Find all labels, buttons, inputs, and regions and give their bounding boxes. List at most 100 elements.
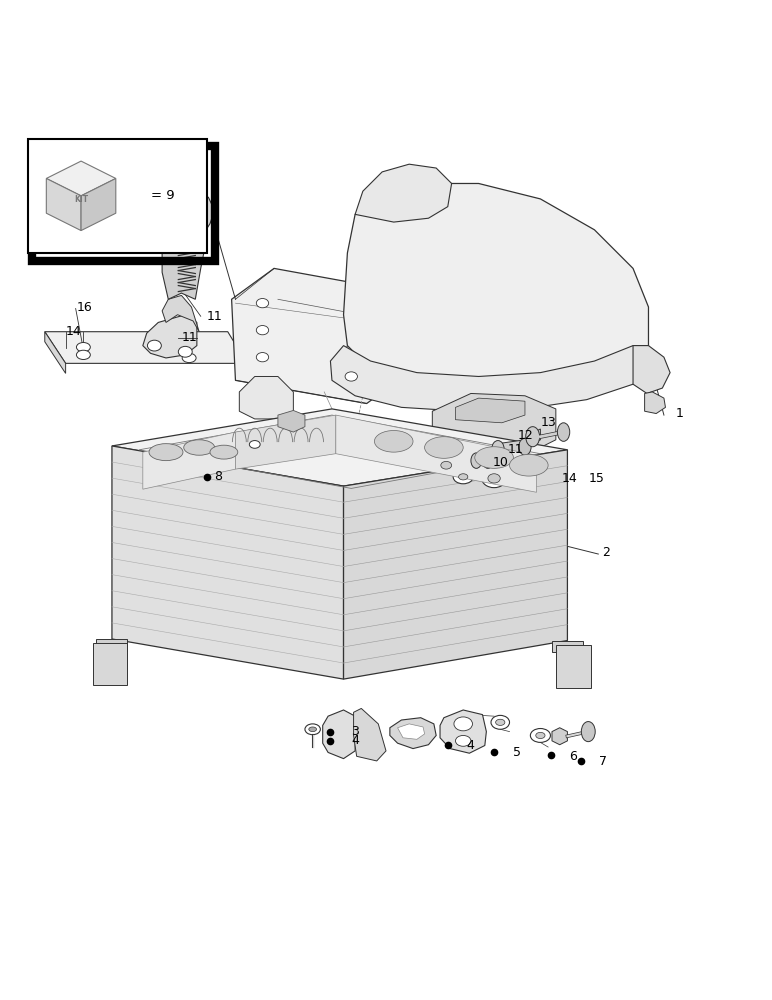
Ellipse shape xyxy=(492,441,504,458)
Ellipse shape xyxy=(475,447,513,468)
Ellipse shape xyxy=(491,715,510,729)
Polygon shape xyxy=(355,164,452,222)
Text: 15: 15 xyxy=(151,217,167,230)
Polygon shape xyxy=(112,446,344,679)
Polygon shape xyxy=(162,191,215,236)
Text: 7: 7 xyxy=(599,755,607,768)
Polygon shape xyxy=(344,183,648,392)
Polygon shape xyxy=(235,415,336,469)
Text: 2: 2 xyxy=(602,546,610,559)
Polygon shape xyxy=(112,409,567,486)
Text: 11: 11 xyxy=(181,331,197,344)
Polygon shape xyxy=(239,376,293,419)
Ellipse shape xyxy=(249,441,260,448)
Text: 3: 3 xyxy=(351,725,359,738)
Polygon shape xyxy=(162,295,199,332)
Ellipse shape xyxy=(557,423,570,441)
Text: = 9: = 9 xyxy=(151,189,174,202)
Ellipse shape xyxy=(482,469,506,488)
Ellipse shape xyxy=(76,343,90,352)
Bar xyxy=(32,146,215,261)
Polygon shape xyxy=(143,432,235,489)
Polygon shape xyxy=(323,710,355,759)
Text: 11: 11 xyxy=(207,310,222,323)
Polygon shape xyxy=(96,639,127,651)
Polygon shape xyxy=(143,315,197,358)
Text: 12: 12 xyxy=(517,429,533,442)
Ellipse shape xyxy=(454,717,472,731)
Polygon shape xyxy=(390,718,436,749)
Text: 16: 16 xyxy=(76,301,92,314)
Polygon shape xyxy=(330,346,648,411)
Polygon shape xyxy=(645,392,665,414)
Ellipse shape xyxy=(510,454,548,476)
Ellipse shape xyxy=(488,474,500,483)
Polygon shape xyxy=(455,398,525,423)
Ellipse shape xyxy=(256,299,269,308)
Ellipse shape xyxy=(530,729,550,742)
Ellipse shape xyxy=(425,437,463,458)
Ellipse shape xyxy=(482,453,493,468)
Polygon shape xyxy=(354,708,386,761)
Ellipse shape xyxy=(374,431,413,452)
Polygon shape xyxy=(336,415,537,492)
Text: 11: 11 xyxy=(507,443,523,456)
Ellipse shape xyxy=(581,722,595,742)
Text: 14: 14 xyxy=(562,472,577,485)
Polygon shape xyxy=(344,450,567,679)
Polygon shape xyxy=(162,231,205,299)
Polygon shape xyxy=(476,452,488,469)
Polygon shape xyxy=(633,346,670,393)
Ellipse shape xyxy=(455,735,471,746)
Ellipse shape xyxy=(305,724,320,735)
Polygon shape xyxy=(81,178,116,231)
Ellipse shape xyxy=(519,438,531,455)
Ellipse shape xyxy=(496,719,505,725)
Bar xyxy=(28,139,207,253)
Ellipse shape xyxy=(178,346,192,357)
Polygon shape xyxy=(498,440,525,457)
Text: 4: 4 xyxy=(466,739,474,752)
Polygon shape xyxy=(440,710,486,753)
Text: KIT: KIT xyxy=(74,195,88,204)
Text: 4: 4 xyxy=(351,734,359,747)
Polygon shape xyxy=(46,178,81,231)
Ellipse shape xyxy=(453,470,473,484)
Ellipse shape xyxy=(309,727,317,732)
Text: 13: 13 xyxy=(540,416,556,429)
Polygon shape xyxy=(556,645,591,688)
Polygon shape xyxy=(552,641,583,652)
Ellipse shape xyxy=(471,453,482,468)
Polygon shape xyxy=(45,332,66,373)
Ellipse shape xyxy=(147,340,161,351)
Ellipse shape xyxy=(459,474,468,480)
Polygon shape xyxy=(552,728,567,745)
Polygon shape xyxy=(45,332,247,363)
Ellipse shape xyxy=(184,440,215,455)
Text: 6: 6 xyxy=(569,750,577,763)
Text: 5: 5 xyxy=(513,746,520,759)
Ellipse shape xyxy=(256,353,269,362)
Polygon shape xyxy=(398,724,425,739)
Polygon shape xyxy=(278,410,305,432)
Ellipse shape xyxy=(210,445,238,459)
Text: 10: 10 xyxy=(493,456,509,469)
Polygon shape xyxy=(93,643,127,685)
Text: 14: 14 xyxy=(66,325,81,338)
Ellipse shape xyxy=(182,353,196,363)
Polygon shape xyxy=(232,268,409,403)
Ellipse shape xyxy=(76,350,90,359)
Ellipse shape xyxy=(526,427,540,447)
Polygon shape xyxy=(533,429,540,444)
Ellipse shape xyxy=(441,461,452,469)
Ellipse shape xyxy=(149,444,183,461)
Ellipse shape xyxy=(536,732,545,739)
Text: 1: 1 xyxy=(676,407,683,420)
Ellipse shape xyxy=(434,457,459,474)
Text: 8: 8 xyxy=(215,470,222,483)
Text: 15: 15 xyxy=(589,472,605,485)
Ellipse shape xyxy=(345,372,357,381)
Polygon shape xyxy=(46,161,116,196)
Polygon shape xyxy=(432,393,556,455)
Ellipse shape xyxy=(256,326,269,335)
